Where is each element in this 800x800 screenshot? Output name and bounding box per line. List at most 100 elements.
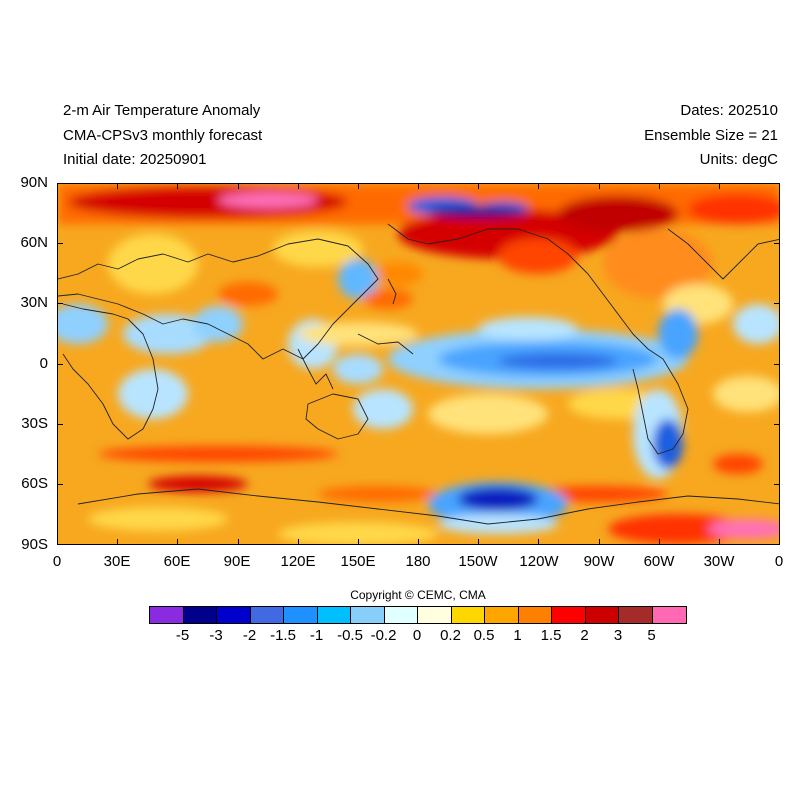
model-label: CMA-CPSv3 monthly forecast xyxy=(63,127,263,144)
x-tick xyxy=(418,183,419,189)
colorbar-label: 3 xyxy=(613,627,623,644)
lon-label-0-end: 0 xyxy=(774,553,784,570)
colorbar-label: 0 xyxy=(412,627,422,644)
x-tick xyxy=(297,183,299,189)
dates-label: Dates: 202510 xyxy=(680,102,778,119)
colorbar-swatch xyxy=(451,607,485,623)
y-tick xyxy=(57,243,63,245)
y-tick xyxy=(774,423,780,425)
x-tick xyxy=(718,539,720,545)
copyright-text: Copyright © CEMC, CMA xyxy=(350,588,486,602)
colorbar-label: 1 xyxy=(513,627,522,644)
lon-label-60w: 60W xyxy=(643,553,675,570)
anomaly-field xyxy=(58,184,779,544)
lat-label-eq: 0 xyxy=(39,355,48,372)
colorbar-swatch xyxy=(250,607,284,623)
x-tick xyxy=(297,539,299,545)
colorbar-swatch xyxy=(518,607,552,623)
lat-label-30s: 30S xyxy=(21,415,48,432)
x-tick xyxy=(357,539,359,545)
lat-label-90s: 90S xyxy=(21,536,48,553)
y-tick xyxy=(774,243,780,245)
colorbar-swatch xyxy=(552,607,586,623)
x-tick xyxy=(237,539,239,545)
colorbar-swatch xyxy=(619,607,653,623)
x-tick xyxy=(538,539,540,545)
colorbar-label: -1.5 xyxy=(270,627,296,644)
colorbar-label: -5 xyxy=(175,627,190,644)
x-tick xyxy=(117,539,119,545)
units-label: Units: degC xyxy=(699,151,778,168)
y-tick xyxy=(774,483,780,485)
y-tick xyxy=(57,303,63,305)
x-tick xyxy=(478,539,480,545)
lat-label-60s: 60S xyxy=(21,475,48,492)
x-tick xyxy=(177,539,179,545)
lon-label-60e: 60E xyxy=(163,553,191,570)
colorbar-swatch xyxy=(351,607,385,623)
colorbar-swatch xyxy=(384,607,418,623)
lon-label-120w: 120W xyxy=(519,553,559,570)
x-tick xyxy=(177,183,179,189)
colorbar-swatch xyxy=(150,607,184,623)
colorbar-swatch xyxy=(485,607,519,623)
y-tick xyxy=(774,544,780,545)
colorbar-swatch xyxy=(652,607,686,623)
lon-label-30w: 30W xyxy=(703,553,735,570)
y-tick xyxy=(774,183,780,184)
x-tick xyxy=(57,539,58,545)
lat-label-30n: 30N xyxy=(20,294,48,311)
colorbar xyxy=(149,606,687,624)
y-tick xyxy=(57,423,63,425)
anomaly-map xyxy=(57,183,780,545)
map-title: 2-m Air Temperature Anomaly xyxy=(63,102,261,119)
y-tick xyxy=(57,183,63,184)
x-tick xyxy=(478,183,480,189)
ensemble-size-label: Ensemble Size = 21 xyxy=(644,127,778,144)
colorbar-label: 5 xyxy=(647,627,656,644)
x-tick xyxy=(658,539,660,545)
y-tick xyxy=(57,544,63,545)
lon-label-90w: 90W xyxy=(583,553,615,570)
colorbar-label: -0.2 xyxy=(370,627,397,644)
x-tick xyxy=(598,183,600,189)
colorbar-label: -2 xyxy=(242,627,257,644)
y-tick xyxy=(57,363,63,365)
colorbar-label: -1 xyxy=(309,627,324,644)
colorbar-swatch xyxy=(217,607,251,623)
lat-label-90n: 90N xyxy=(20,174,48,191)
x-tick xyxy=(718,183,720,189)
x-tick xyxy=(658,183,660,189)
lon-label-150w: 150W xyxy=(458,553,498,570)
lon-label-180: 180 xyxy=(405,553,431,570)
colorbar-swatch xyxy=(317,607,351,623)
colorbar-label: 0.2 xyxy=(440,627,461,644)
x-tick xyxy=(418,539,419,545)
lon-label-120e: 120E xyxy=(280,553,316,570)
y-tick xyxy=(774,363,780,365)
y-tick xyxy=(57,483,63,485)
lat-label-60n: 60N xyxy=(20,234,48,251)
colorbar-label: 0.5 xyxy=(473,627,495,644)
x-tick xyxy=(779,539,780,545)
x-tick xyxy=(237,183,239,189)
colorbar-swatch xyxy=(284,607,318,623)
colorbar-label: -0.5 xyxy=(337,627,363,644)
colorbar-label: 2 xyxy=(580,627,589,644)
lon-label-150e: 150E xyxy=(340,553,376,570)
initial-date-label: Initial date: 20250901 xyxy=(63,151,207,168)
x-tick xyxy=(117,183,119,189)
x-tick xyxy=(779,183,780,189)
colorbar-label: 1.5 xyxy=(540,627,562,644)
colorbar-swatch xyxy=(585,607,619,623)
colorbar-swatch xyxy=(418,607,452,623)
x-tick xyxy=(598,539,600,545)
lon-label-90e: 90E xyxy=(223,553,251,570)
lon-label-30e: 30E xyxy=(103,553,131,570)
x-tick xyxy=(357,183,359,189)
lon-label-0: 0 xyxy=(52,553,62,570)
colorbar-swatch xyxy=(183,607,217,623)
x-tick xyxy=(538,183,540,189)
y-tick xyxy=(774,303,780,305)
colorbar-label: -3 xyxy=(209,627,223,644)
